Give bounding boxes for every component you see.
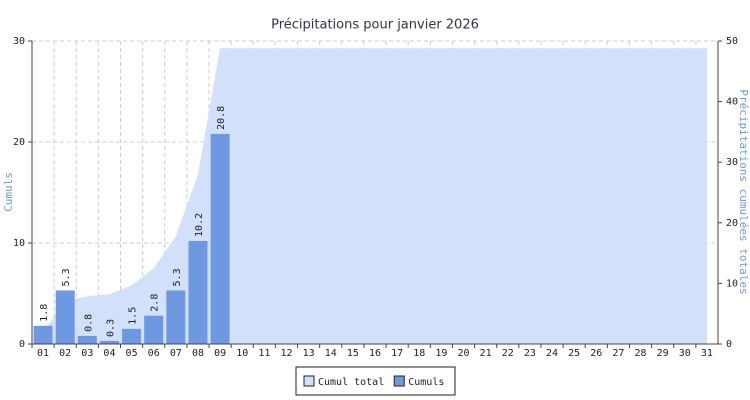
x-tick-label: 13 (303, 348, 315, 359)
x-tick-label: 01 (37, 348, 49, 359)
x-tick-label: 23 (524, 348, 536, 359)
y2-tick-label: 50 (726, 36, 738, 47)
x-tick-label: 10 (236, 348, 248, 359)
x-tick-label: 03 (81, 348, 93, 359)
x-tick-label: 26 (590, 348, 602, 359)
y-tick-label: 10 (13, 238, 25, 249)
x-tick-label: 19 (435, 348, 447, 359)
legend-box (295, 366, 456, 396)
x-tick-label: 14 (325, 348, 337, 359)
x-tick-label: 16 (369, 348, 381, 359)
y2-tick-label: 40 (726, 97, 738, 108)
x-tick-label: 18 (413, 348, 425, 359)
chart-title: Précipitations pour janvier 2026 (271, 18, 479, 33)
legend-label: Cumuls (408, 377, 444, 388)
x-tick-label: 29 (657, 348, 669, 359)
y-axis-label: Cumuls (2, 172, 15, 212)
value-label: 1.8 (39, 304, 50, 322)
x-tick-label: 22 (502, 348, 514, 359)
bar (144, 315, 164, 344)
y2-tick-label: 0 (726, 339, 732, 350)
value-label: 20.8 (216, 106, 227, 130)
x-tick-label: 09 (214, 348, 226, 359)
y2-tick-label: 20 (726, 218, 738, 229)
axes: 0 10 20 30 0 10 20 30 40 50 01 02 03 04 05 06 07 08 09 10 11… (13, 36, 738, 359)
x-tick-label: 06 (148, 348, 160, 359)
value-label: 0.3 (105, 319, 116, 337)
x-tick-label: 11 (258, 348, 270, 359)
x-tick-label: 31 (701, 348, 713, 359)
legend-swatch (303, 375, 315, 387)
x-tick-label: 08 (192, 348, 204, 359)
legend: Cumul total Cumuls (303, 375, 444, 388)
bar (33, 325, 53, 344)
value-label: 5.3 (61, 268, 72, 286)
value-label: 0.8 (83, 314, 94, 332)
value-label: 10.2 (194, 213, 205, 237)
x-tick-label: 21 (480, 348, 492, 359)
x-tick-label: 12 (280, 348, 292, 359)
y2-tick-label: 10 (726, 278, 738, 289)
x-tick-label: 20 (457, 348, 469, 359)
y-tick-label: 0 (19, 339, 25, 350)
bar (77, 335, 97, 344)
y2-tick-label: 30 (726, 157, 738, 168)
x-tick-label: 02 (59, 348, 71, 359)
x-tick-label: 28 (635, 348, 647, 359)
x-tick-label: 27 (612, 348, 624, 359)
legend-label: Cumul total (318, 377, 384, 388)
bar (99, 340, 119, 344)
cumulative-area (43, 48, 707, 344)
x-tick-label: 17 (391, 348, 403, 359)
x-tick-label: 07 (170, 348, 182, 359)
x-tick-label: 30 (679, 348, 691, 359)
bar (55, 290, 75, 344)
value-label: 1.5 (128, 307, 139, 325)
bar (166, 290, 186, 344)
bar (210, 133, 230, 344)
x-tick-label: 05 (126, 348, 138, 359)
bar (188, 240, 208, 344)
x-tick-label: 15 (347, 348, 359, 359)
value-label: 5.3 (172, 268, 183, 286)
y-tick-label: 30 (13, 36, 25, 47)
y-tick-label: 20 (13, 137, 25, 148)
x-tick-label: 04 (103, 348, 115, 359)
y2-axis-label: Précipitations cumulées totales (737, 89, 750, 294)
x-tick-label: 24 (546, 348, 558, 359)
marks: 1.8 5.3 0.8 0.3 1.5 2.8 5.3 10.2 20.8 (33, 48, 707, 344)
bar (122, 328, 142, 344)
legend-swatch (393, 375, 405, 387)
x-tick-label: 25 (568, 348, 580, 359)
value-label: 2.8 (150, 294, 161, 312)
